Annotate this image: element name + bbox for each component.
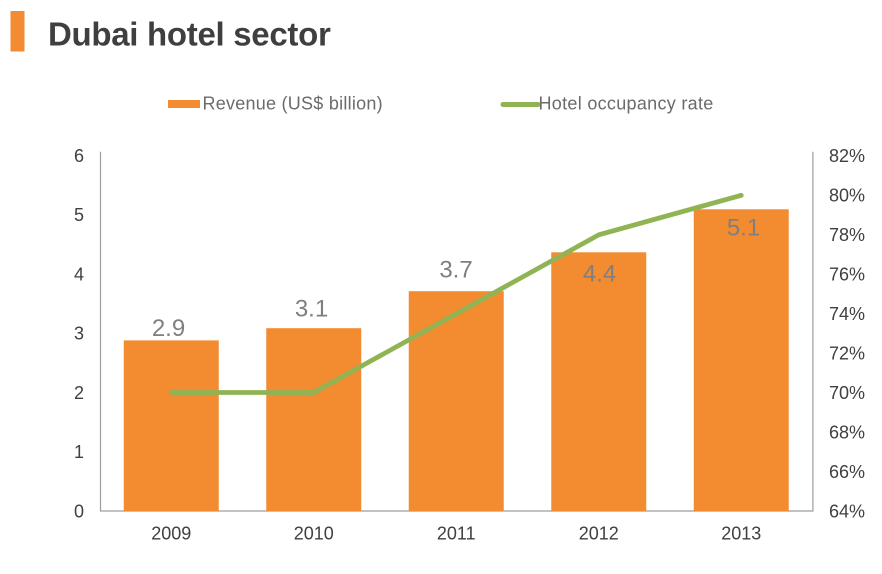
svg-text:78%: 78% [829,225,865,245]
svg-text:2010: 2010 [294,524,334,544]
svg-text:82%: 82% [829,146,865,166]
svg-text:2009: 2009 [151,524,191,544]
svg-text:6: 6 [74,146,84,166]
svg-text:80%: 80% [829,185,865,205]
svg-text:Revenue (US$ billion): Revenue (US$ billion) [203,94,383,114]
svg-text:4: 4 [74,264,84,284]
svg-text:72%: 72% [829,343,865,363]
svg-text:2013: 2013 [721,524,761,544]
svg-text:5.1: 5.1 [727,215,760,242]
svg-text:3: 3 [74,324,84,344]
svg-text:70%: 70% [829,383,865,403]
svg-text:3.1: 3.1 [295,296,328,323]
svg-text:76%: 76% [829,264,865,284]
svg-text:64%: 64% [829,501,865,521]
svg-text:3.7: 3.7 [439,257,472,284]
svg-text:0: 0 [74,501,84,521]
svg-text:Hotel occupancy rate: Hotel occupancy rate [539,94,714,114]
svg-text:5: 5 [74,205,84,225]
svg-text:2.9: 2.9 [152,315,185,342]
svg-text:4.4: 4.4 [583,261,616,288]
svg-text:2012: 2012 [579,524,619,544]
svg-text:68%: 68% [829,422,865,442]
svg-text:Dubai hotel sector: Dubai hotel sector [48,16,331,53]
svg-text:2: 2 [74,383,84,403]
svg-text:74%: 74% [829,304,865,324]
svg-text:66%: 66% [829,462,865,482]
svg-text:1: 1 [74,442,84,462]
svg-text:2011: 2011 [437,524,476,544]
